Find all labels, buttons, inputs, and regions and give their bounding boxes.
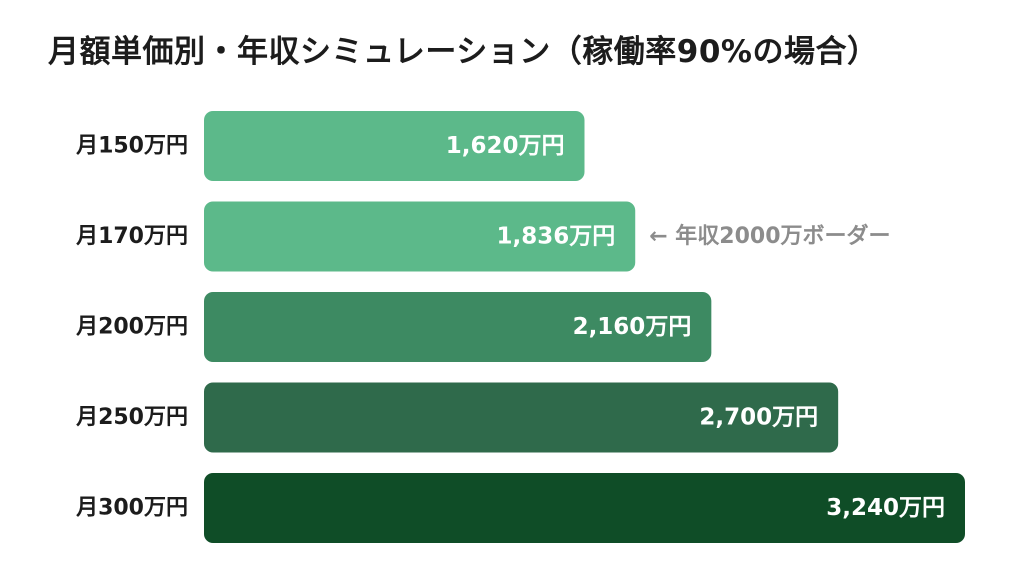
category-label: 月250万円 [75,405,188,430]
data-label: 1,836万円 [496,224,615,250]
bar [204,292,712,362]
bar [204,473,965,543]
chart-title: 月額単価別・年収シミュレーション（稼働率90%の場合） [48,34,879,70]
bar [204,201,636,272]
data-label: 2,160万円 [573,314,692,340]
bar [204,111,585,181]
category-label: 月300万円 [75,496,188,521]
category-label: 月150万円 [75,134,188,159]
data-label: 2,700万円 [699,405,818,431]
category-label: 月200万円 [75,315,188,340]
bar [204,382,839,453]
annotation: ← 年収2000万ボーダー [649,223,890,249]
data-label: 3,240万円 [826,495,945,521]
category-label: 月170万円 [75,224,188,249]
data-label: 1,620万円 [446,133,565,159]
